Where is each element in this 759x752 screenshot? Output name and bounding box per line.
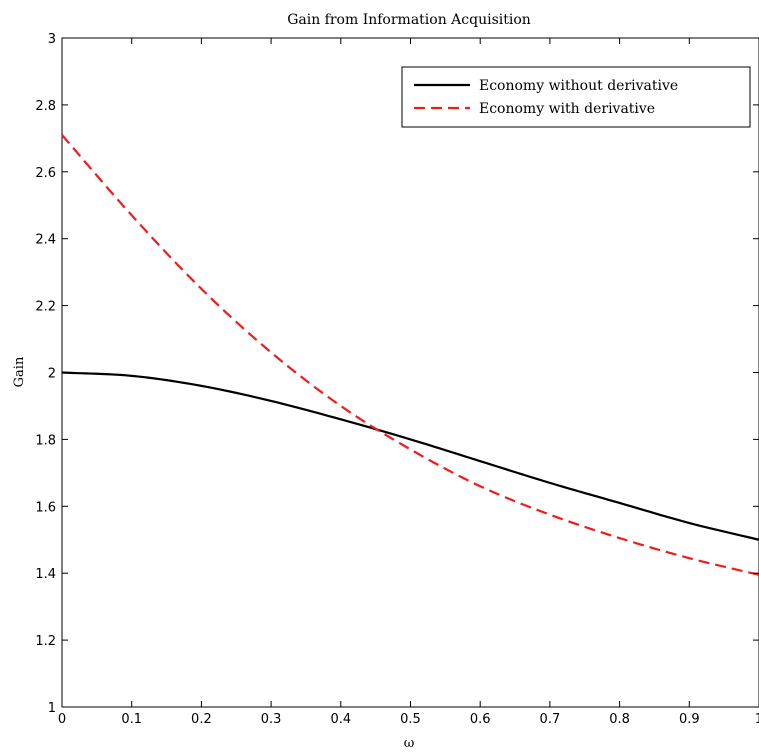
legend: Economy without derivative Economy with d… [401, 66, 751, 128]
legend-label: Economy with derivative [479, 101, 655, 117]
x-tick-label: 0 [58, 712, 66, 727]
y-tick-label: 2.6 [35, 166, 56, 181]
chart-title: Gain from Information Acquisition [287, 12, 531, 28]
y-tick-label: 2 [48, 367, 56, 382]
x-tick-label: 0.9 [679, 712, 700, 727]
plot-area: 0 0.1 0.2 0.3 0.4 0.5 0.6 0.7 0.8 0.9 1 1 1.2 1.4 1.6 1… [35, 32, 759, 727]
x-tick-label: 0.7 [540, 712, 561, 727]
x-tick-label: 0.8 [609, 712, 630, 727]
y-tick-label: 1.4 [35, 567, 56, 582]
x-tick-label: 0.2 [191, 712, 212, 727]
x-axis-label: ω [404, 736, 415, 751]
legend-label: Economy without derivative [479, 78, 678, 94]
y-axis-label: Gain [12, 356, 27, 387]
y-tick-label: 1.6 [35, 500, 56, 515]
series-line-with-derivative [61, 134, 759, 576]
x-tick-label: 0.5 [400, 712, 421, 727]
y-tick-label: 1.2 [35, 634, 56, 649]
x-tick-label: 1 [755, 712, 759, 727]
y-tick-label: 2.4 [35, 233, 56, 248]
x-tick-label: 0.4 [330, 712, 351, 727]
y-tick-label: 1.8 [35, 433, 56, 448]
x-tick-label: 0.6 [470, 712, 491, 727]
y-tick-label: 2.8 [35, 99, 56, 114]
x-tick-label: 0.1 [121, 712, 142, 727]
legend-box [401, 66, 751, 128]
y-tick-label: 1 [48, 701, 56, 716]
x-tick-label: 0.3 [261, 712, 282, 727]
y-tick-label: 2.2 [35, 300, 56, 315]
series-line-without-derivative [61, 371, 759, 541]
y-tick-label: 3 [48, 32, 56, 47]
